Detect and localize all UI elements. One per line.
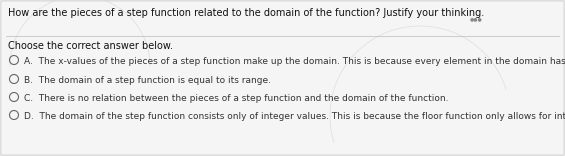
Text: How are the pieces of a step function related to the domain of the function? Jus: How are the pieces of a step function re…: [8, 8, 484, 18]
Text: ●●●: ●●●: [470, 16, 483, 21]
Text: Choose the correct answer below.: Choose the correct answer below.: [8, 41, 173, 51]
Text: B.  The domain of a step function is equal to its range.: B. The domain of a step function is equa…: [24, 76, 271, 85]
Text: C.  There is no relation between the pieces of a step function and the domain of: C. There is no relation between the piec…: [24, 94, 449, 103]
Text: D.  The domain of the step function consists only of integer values. This is bec: D. The domain of the step function consi…: [24, 112, 565, 121]
Text: A.  The x-values of the pieces of a step function make up the domain. This is be: A. The x-values of the pieces of a step …: [24, 57, 565, 66]
